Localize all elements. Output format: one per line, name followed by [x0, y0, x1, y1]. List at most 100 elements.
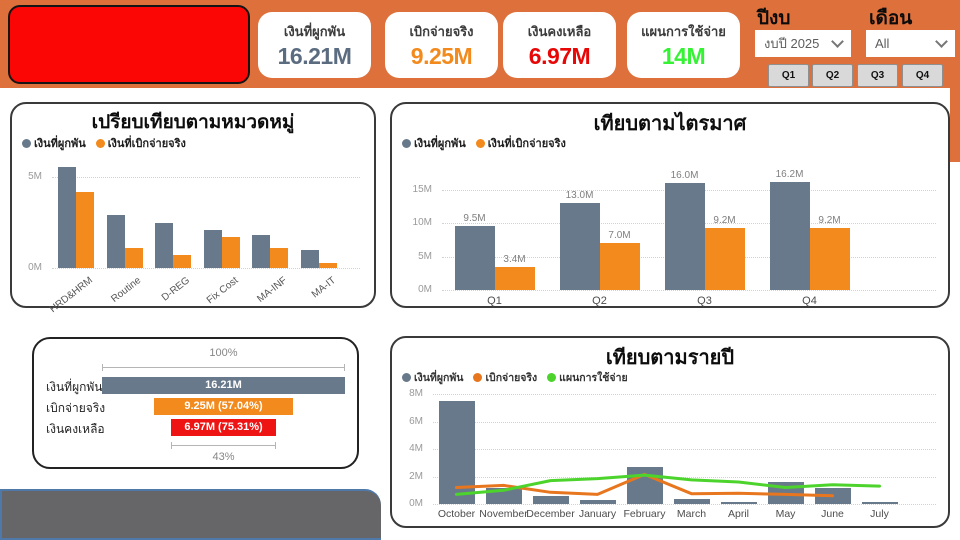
y-axis-tick: 5M — [28, 171, 42, 183]
bar[interactable] — [221, 237, 240, 268]
month-dropdown[interactable]: All — [866, 30, 955, 57]
legend-label: เงินที่เบิกจ่ายจริง — [487, 138, 566, 150]
bar[interactable] — [861, 502, 898, 504]
legend-item[interactable]: เงินที่เบิกจ่ายจริง — [475, 134, 566, 152]
bar-group: 16.0M 9.2M Q3 — [664, 170, 745, 307]
funnel-top-percent: 100% — [209, 347, 238, 359]
funnel-bottom-percent: 43% — [212, 451, 235, 463]
legend-label: เงินที่ผูกพัน — [414, 372, 464, 384]
monthly-combo-chart: 0M 2M 4M 6M 8M October November December January… — [398, 388, 946, 520]
x-axis-label: Q1 — [487, 295, 502, 307]
legend-label: แผนการใช้จ่าย — [559, 372, 628, 384]
y-axis-tick: 10M — [412, 217, 432, 228]
legend-item[interactable]: เงินที่เบิกจ่ายจริง — [95, 134, 186, 152]
data-label: 9.5M — [463, 213, 486, 225]
year-dropdown-value: งบปี 2025 — [764, 36, 820, 51]
y-axis-tick: 5M — [418, 250, 432, 262]
bar[interactable]: 9.2M — [809, 215, 850, 290]
bar[interactable] — [318, 262, 337, 268]
bar[interactable]: 13.0M — [559, 190, 600, 290]
gridline — [442, 290, 936, 291]
bar-group: HRD&HRM — [48, 166, 95, 315]
gridline — [52, 177, 360, 179]
quarter-button-q4[interactable]: Q4 — [902, 64, 943, 87]
x-axis-label: December — [526, 508, 575, 520]
bar[interactable] — [173, 255, 192, 268]
bar[interactable]: 9.2M — [704, 215, 745, 290]
legend-item[interactable]: เงินที่ผูกพัน — [402, 134, 466, 152]
x-axis-label: July — [870, 508, 889, 520]
chart-legend: เงินที่ผูกพัน เบิกจ่ายจริง แผนการใช้จ่าย — [402, 369, 628, 386]
funnel-bar[interactable]: 16.21M — [102, 377, 345, 394]
trend-line[interactable] — [455, 473, 881, 496]
x-axis-label: May — [775, 508, 796, 520]
y-axis-tick: 4M — [409, 443, 423, 454]
x-axis-label: February — [623, 508, 666, 520]
bar[interactable] — [106, 215, 125, 268]
data-label: 16.2M — [775, 168, 804, 180]
bar[interactable] — [203, 229, 222, 268]
bar[interactable]: 16.0M — [664, 170, 705, 290]
bar-group: 16.2M 9.2M Q4 — [769, 169, 850, 307]
x-axis-label: March — [676, 508, 707, 520]
chevron-down-icon — [935, 35, 948, 48]
funnel-bar[interactable]: 6.97M (75.31%) — [171, 419, 276, 436]
x-axis-label: Routine — [109, 275, 144, 305]
bar[interactable] — [252, 235, 271, 268]
bar[interactable] — [532, 496, 569, 504]
kpi-card-plan: แผนการใช้จ่าย 14M — [627, 12, 740, 78]
bar[interactable] — [76, 191, 95, 268]
funnel-bar[interactable]: 9.25M (57.04%) — [154, 398, 293, 415]
chart-legend: เงินที่ผูกพัน เงินที่เบิกจ่ายจริง — [402, 134, 566, 152]
kpi-value: 14M — [661, 43, 706, 69]
bar[interactable] — [58, 166, 77, 268]
bar[interactable]: 3.4M — [494, 254, 535, 290]
data-label: 9.2M — [818, 215, 841, 227]
bar[interactable] — [270, 248, 289, 268]
kpi-value: 6.97M — [528, 43, 591, 69]
bar[interactable] — [124, 248, 143, 268]
bottom-gray-panel — [0, 489, 381, 540]
chart-title: เทียบตามรายปี — [605, 347, 735, 369]
year-filter-label: ปีงบ — [757, 8, 791, 29]
x-axis-label: January — [578, 508, 617, 520]
bar-group: July — [861, 502, 898, 520]
bar-group: December — [526, 496, 575, 520]
funnel-row-label: เงินที่ผูกพัน — [46, 380, 103, 394]
gridline — [52, 268, 360, 269]
kpi-label: เงินคงเหลือ — [527, 24, 592, 39]
legend-item[interactable]: เงินที่ผูกพัน — [402, 369, 463, 386]
kpi-card-remaining: เงินคงเหลือ 6.97M — [503, 12, 616, 78]
bar[interactable]: 9.5M — [454, 213, 495, 290]
x-axis-label: Q2 — [592, 295, 607, 307]
quarter-button-q3[interactable]: Q3 — [857, 64, 898, 87]
legend-dot-icon — [473, 373, 483, 382]
x-axis-label: Fix Cost — [204, 275, 241, 307]
quarter-button-q1[interactable]: Q1 — [768, 64, 809, 87]
y-axis-tick: 15M — [412, 183, 432, 195]
y-axis-tick: 0M — [418, 284, 432, 295]
legend-dot-icon — [547, 373, 557, 382]
bar[interactable] — [155, 222, 174, 268]
quarter-button-q2[interactable]: Q2 — [812, 64, 853, 87]
bar-group: 9.5M 3.4M Q1 — [454, 213, 535, 307]
x-axis-label: October — [437, 508, 476, 520]
legend-item[interactable]: แผนการใช้จ่าย — [547, 369, 628, 386]
bar[interactable]: 7.0M — [599, 230, 640, 290]
legend-label: เงินที่ผูกพัน — [34, 138, 86, 150]
year-dropdown[interactable]: งบปี 2025 — [755, 30, 851, 57]
bar-group: MA-INF — [252, 235, 289, 305]
bar[interactable] — [720, 501, 757, 504]
funnel-row-label: เงินคงเหลือ — [46, 422, 105, 436]
kpi-card-disbursed: เบิกจ่ายจริง 9.25M — [385, 12, 498, 78]
gridline — [433, 394, 936, 395]
bar[interactable] — [673, 498, 710, 504]
bar[interactable] — [300, 249, 319, 268]
legend-item[interactable]: เบิกจ่ายจริง — [473, 369, 537, 386]
quarter-comparison-card: เทียบตามไตรมาศ เงินที่ผูกพัน เงินที่เบิกจ… — [390, 102, 950, 308]
bar[interactable] — [579, 499, 616, 504]
x-axis-label: MA-IT — [309, 275, 338, 301]
bar[interactable]: 16.2M — [769, 169, 810, 290]
legend-item[interactable]: เงินที่ผูกพัน — [22, 134, 86, 152]
x-axis-label: April — [727, 508, 750, 520]
